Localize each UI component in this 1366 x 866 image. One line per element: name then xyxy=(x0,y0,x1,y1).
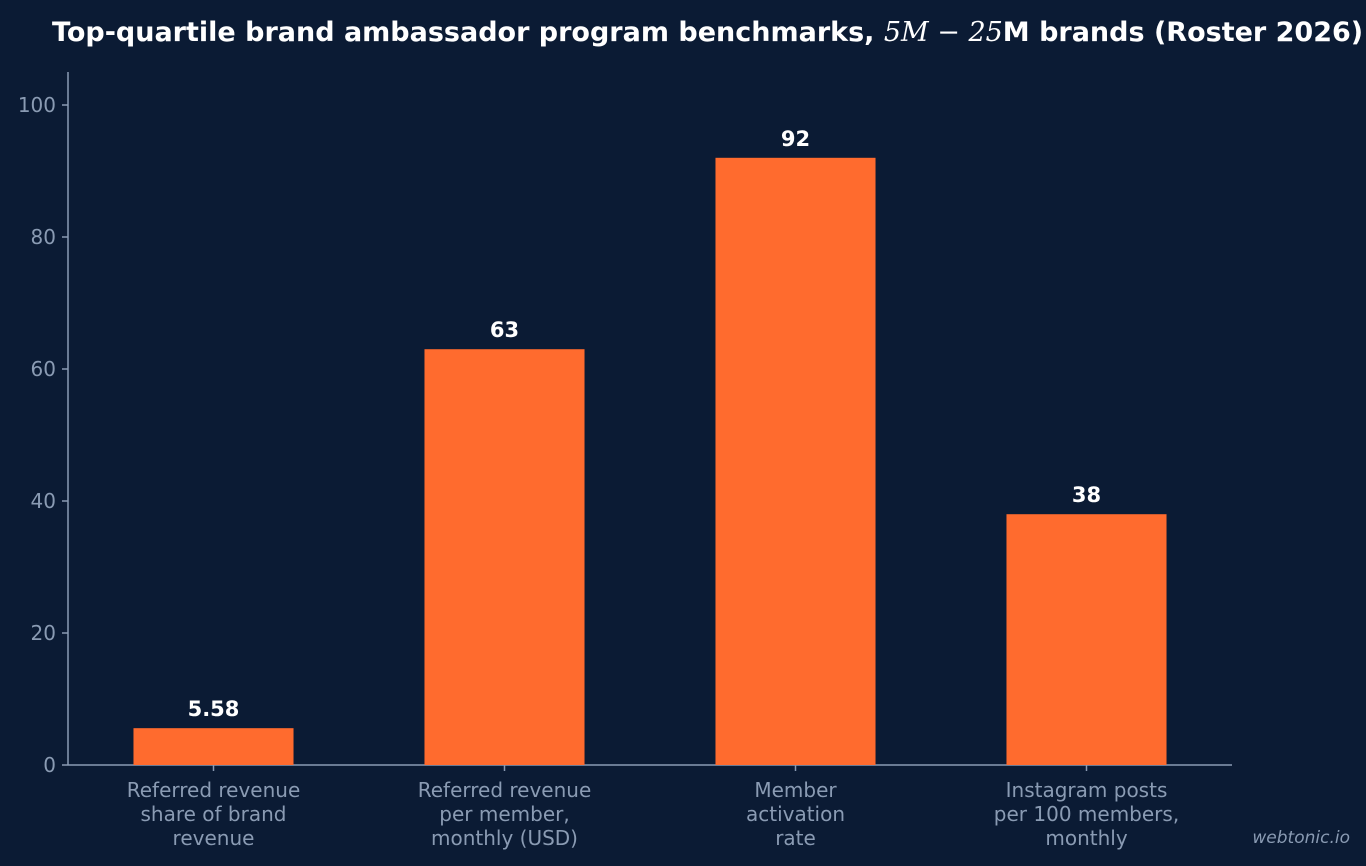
y-tick-label: 20 xyxy=(31,621,56,645)
x-tick-label-line: Instagram posts xyxy=(1006,778,1168,802)
y-tick-label: 0 xyxy=(43,753,56,777)
chart-title-math: 5M − 25 xyxy=(884,17,1003,48)
x-tick-label-line: Member xyxy=(754,778,837,802)
data-label: 92 xyxy=(781,127,810,151)
x-tick-label: Member activation rate xyxy=(746,778,845,850)
x-tick-label-line: Referred revenue xyxy=(418,778,592,802)
bar xyxy=(1006,514,1167,765)
x-tick-label-line: monthly xyxy=(1045,826,1127,850)
watermark: webtonic.io xyxy=(1252,828,1350,848)
bar xyxy=(715,157,876,766)
x-tick-label-line: share of brand xyxy=(141,802,287,826)
bar xyxy=(424,349,585,765)
y-tick-label: 60 xyxy=(31,357,56,381)
x-tick-label-line: revenue xyxy=(173,826,255,850)
bar xyxy=(133,728,294,765)
category-labels: Referred revenue share of brand revenueRef… xyxy=(127,778,1179,850)
y-tick-label: 80 xyxy=(31,225,56,249)
x-tick-label-line: per member, xyxy=(439,802,569,826)
data-label: 5.58 xyxy=(188,697,240,721)
x-axis xyxy=(68,764,1232,771)
y-tick-label: 40 xyxy=(31,489,56,513)
chart-title-suffix: M brands (Roster 2026) xyxy=(1003,17,1363,48)
x-tick-label-line: monthly (USD) xyxy=(431,826,578,850)
chart-title-prefix: Top-quartile brand ambassador program be… xyxy=(52,17,884,48)
x-tick-label-line: rate xyxy=(775,826,816,850)
x-tick-label: Instagram posts per 100 members, monthly xyxy=(994,778,1179,850)
x-tick-label-line: Referred revenue xyxy=(127,778,301,802)
value-labels: 5.58 63 92 38 xyxy=(188,127,1102,721)
y-tick-label: 100 xyxy=(18,93,56,117)
data-label: 38 xyxy=(1072,483,1101,507)
x-tick-label-line: per 100 members, xyxy=(994,802,1179,826)
data-label: 63 xyxy=(490,318,519,342)
x-tick-label: Referred revenue per member, monthly (USD) xyxy=(418,778,592,850)
y-axis: 0 20 40 60 80 100 xyxy=(18,72,69,777)
x-tick-label-line: activation xyxy=(746,802,845,826)
bars xyxy=(133,157,1167,766)
chart-title: Top-quartile brand ambassador program be… xyxy=(52,17,1363,48)
x-tick-label: Referred revenue share of brand revenue xyxy=(127,778,301,850)
